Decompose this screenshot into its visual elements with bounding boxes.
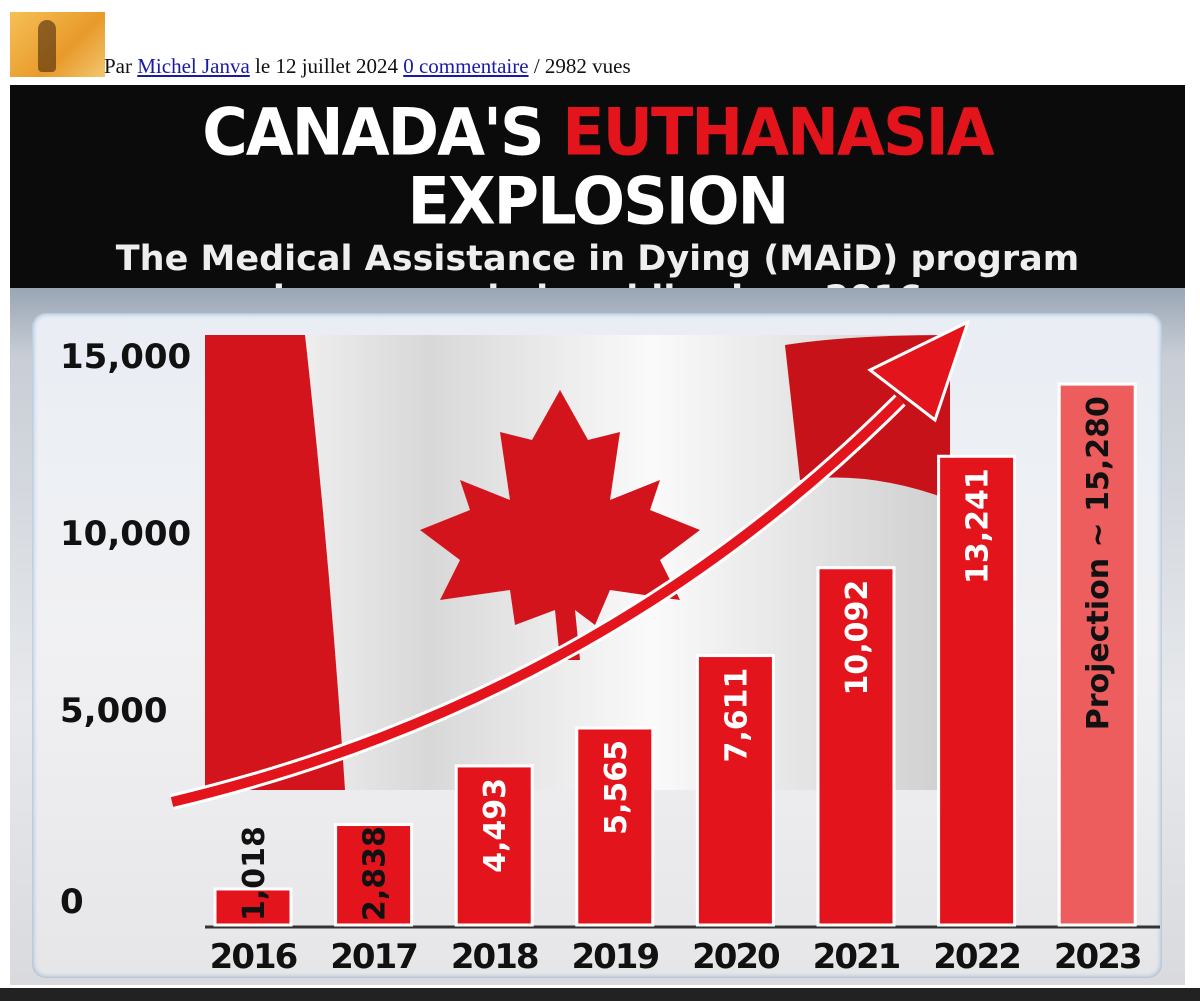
author-link[interactable]: Michel Janva xyxy=(137,54,250,78)
byline: Par Michel Janva le 12 juillet 2024 0 co… xyxy=(104,54,631,79)
view-count: / 2982 vues xyxy=(533,54,631,78)
bar-2018 xyxy=(454,764,534,927)
bar-2017 xyxy=(334,823,414,927)
bar-2020 xyxy=(695,654,775,927)
trend-arrow xyxy=(170,319,971,810)
x-tick-label: 2023 xyxy=(1054,937,1141,977)
x-tick-label: 2020 xyxy=(692,937,780,977)
y-tick-label: 0 xyxy=(60,882,84,922)
byline-prefix: Par xyxy=(104,54,132,78)
comments-link[interactable]: 0 commentaire xyxy=(403,54,529,78)
maple-leaf-icon xyxy=(420,390,700,660)
bar-value-label: 1,018 xyxy=(237,826,272,921)
x-tick-label: 2018 xyxy=(451,937,538,977)
y-tick-label: 15,000 xyxy=(60,337,191,377)
bar-value-label: 7,611 xyxy=(719,668,754,763)
bar-2021 xyxy=(816,566,896,927)
y-tick-label: 5,000 xyxy=(60,691,168,731)
bar-value-label: 10,092 xyxy=(840,580,875,696)
bar-2019 xyxy=(575,726,655,927)
bar-2022 xyxy=(937,454,1017,927)
bar-value-label: 5,565 xyxy=(599,740,634,835)
bar-value-label: 13,241 xyxy=(961,468,996,584)
post-date: le 12 juillet 2024 xyxy=(255,54,398,78)
bar-value-label: 2,838 xyxy=(358,826,393,921)
x-tick-label: 2016 xyxy=(210,937,297,977)
bar-2016 xyxy=(213,887,293,927)
chart-title: CANADA'S EUTHANASIA EXPLOSION xyxy=(202,93,994,240)
chart-banner: CANADA'S EUTHANASIA EXPLOSION The Medica… xyxy=(10,85,1185,319)
author-avatar[interactable] xyxy=(10,12,105,77)
x-tick-label: 2017 xyxy=(330,937,417,977)
bar-value-label: 4,493 xyxy=(478,778,513,873)
bottom-bar xyxy=(0,988,1200,1001)
x-tick-label: 2021 xyxy=(813,937,900,977)
avatar-figure xyxy=(38,20,56,72)
y-tick-label: 10,000 xyxy=(60,514,191,554)
bar-value-label: Projection ~ 15,280 xyxy=(1081,396,1116,730)
x-tick-label: 2022 xyxy=(933,937,1020,977)
x-tick-label: 2019 xyxy=(571,937,658,977)
bar-2023 xyxy=(1057,382,1137,927)
